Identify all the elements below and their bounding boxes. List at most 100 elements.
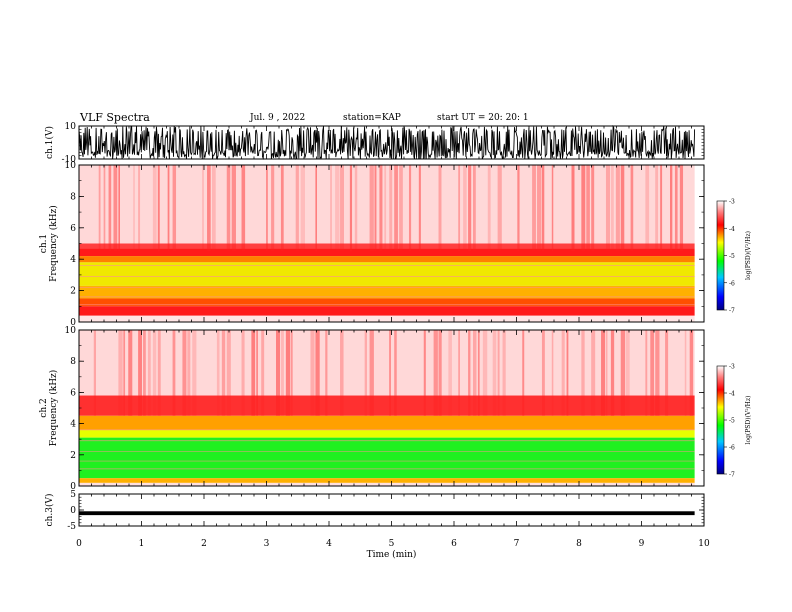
psd-streak: [438, 165, 442, 252]
psd-streak: [216, 330, 220, 416]
psd-band: [79, 437, 695, 479]
y-tick-label: 4: [70, 255, 76, 265]
psd-streak: [571, 165, 575, 252]
psd-streak: [689, 330, 694, 416]
psd-streak: [226, 330, 231, 416]
psd-streak: [468, 165, 472, 252]
y-tick-label: 10: [65, 326, 77, 336]
psd-band: [79, 482, 695, 486]
psd-streak: [438, 330, 442, 416]
ch1-spectrogram-image: [79, 165, 695, 322]
psd-streak: [541, 165, 545, 252]
ch2-spectrogram-ylabel: ch.2: [39, 398, 49, 417]
psd-streak: [517, 165, 520, 252]
ch3-waveform-trace: [79, 511, 695, 516]
psd-streak: [152, 165, 157, 252]
psd-streak: [103, 165, 106, 252]
psd-band: [79, 330, 695, 396]
psd-streak: [497, 165, 502, 252]
ch1-waveform-line: [78, 124, 696, 161]
psd-streak: [167, 165, 170, 252]
ch1-spectrogram-ylabel: ch.1: [39, 234, 49, 253]
psd-streak: [448, 330, 452, 416]
psd-streak: [674, 165, 678, 252]
x-tick-label: 2: [201, 539, 207, 549]
psd-streak: [335, 165, 340, 252]
psd-streak: [128, 330, 133, 416]
psd-streak: [660, 165, 663, 252]
ch1-waveform-trace: [78, 124, 696, 161]
psd-streak: [325, 330, 328, 416]
psd-streak: [271, 165, 275, 252]
psd-streak: [93, 330, 96, 416]
psd-streak: [310, 330, 315, 416]
x-tick-label: 6: [451, 539, 457, 549]
psd-streak: [665, 330, 669, 416]
ch1-spectrogram-ylabel: Frequency (kHz): [48, 205, 59, 282]
psd-streak: [650, 330, 655, 416]
psd-streak: [138, 330, 142, 416]
x-tick-label: 3: [264, 539, 270, 549]
psd-streak: [290, 330, 293, 416]
colorbar-tick-label: -3: [729, 364, 735, 371]
y-tick-label: 0: [70, 482, 76, 492]
x-tick-label: 9: [639, 539, 645, 549]
psd-streak: [98, 165, 101, 252]
psd-band: [79, 285, 695, 299]
y-tick-label: 0: [70, 506, 76, 516]
station-label: station=KAP: [343, 113, 401, 123]
y-tick-label: 10: [65, 161, 77, 171]
psd-streak: [408, 165, 412, 252]
psd-streak: [300, 165, 305, 252]
psd-streak: [108, 165, 112, 252]
psd-streak: [487, 165, 491, 252]
start-time-label: start UT = 20: 20: 1: [437, 113, 529, 123]
ch1-spectrogram-colorbar: [716, 200, 725, 311]
ch2-spectrogram-colorbar: [716, 365, 725, 475]
psd-streak: [586, 165, 590, 252]
psd-streak: [261, 330, 265, 416]
psd-streak: [468, 330, 471, 416]
colorbar-tick-label: -6: [729, 280, 735, 287]
psd-streak: [433, 330, 438, 416]
psd-streak: [207, 165, 211, 252]
psd-streak: [118, 330, 123, 416]
psd-streak: [645, 330, 648, 416]
psd-streak: [251, 330, 256, 416]
x-tick-label: 4: [326, 539, 332, 549]
psd-streak: [605, 165, 610, 252]
psd-streak: [389, 330, 391, 416]
psd-streak: [394, 330, 397, 416]
date-label: Jul. 9 , 2022: [250, 113, 306, 123]
psd-streak: [473, 330, 477, 416]
psd-streak: [374, 165, 377, 252]
psd-streak: [620, 165, 625, 252]
psd-streak: [123, 330, 126, 416]
psd-streak: [221, 330, 226, 416]
psd-streak: [394, 165, 398, 252]
psd-band: [79, 315, 695, 322]
ch1-spectrogram-colorbar-label: log(PSD)(V²/Hz): [745, 231, 752, 280]
psd-streak: [561, 330, 565, 416]
psd-streak: [340, 165, 344, 252]
psd-streak: [389, 165, 393, 252]
colorbar-tick-label: -7: [729, 308, 735, 315]
psd-streak: [315, 165, 318, 252]
psd-streak: [211, 165, 216, 252]
psd-streak: [379, 165, 383, 252]
psd-streak: [133, 165, 135, 252]
y-tick-label: 2: [70, 451, 76, 461]
psd-band: [79, 415, 695, 430]
psd-streak: [591, 330, 596, 416]
chart-title: VLF Spectra: [80, 111, 150, 124]
y-tick-label: 10: [65, 122, 77, 132]
psd-streak: [551, 165, 554, 252]
psd-streak: [679, 165, 684, 252]
psd-streak: [256, 330, 258, 416]
colorbar-tick-label: -4: [729, 226, 735, 233]
psd-streak: [670, 165, 673, 252]
colorbar-tick-label: -7: [729, 472, 735, 479]
colorbar-tick-label: -5: [729, 418, 735, 425]
psd-streak: [118, 165, 120, 252]
psd-streak: [172, 165, 177, 252]
